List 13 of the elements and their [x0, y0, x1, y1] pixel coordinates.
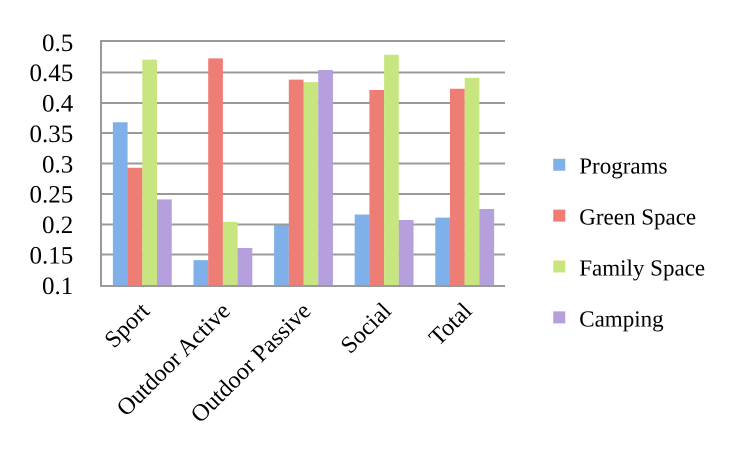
legend-label: Programs — [579, 154, 668, 179]
y-tick-label: 0.2 — [42, 212, 74, 239]
y-tick-label: 0.4 — [42, 90, 74, 118]
y-tick-label: 0.45 — [30, 60, 74, 88]
legend-label: Family Space — [579, 255, 706, 280]
legend-label: Green Space — [579, 204, 696, 230]
y-tick-label: 0.1 — [42, 272, 74, 300]
y-tick-label: 0.15 — [30, 242, 74, 270]
y-tick-label: 0.3 — [42, 151, 74, 178]
legend-label: Camping — [579, 306, 664, 332]
y-tick-label: 0.5 — [42, 30, 74, 57]
y-tick-label: 0.35 — [30, 120, 74, 148]
y-tick-label: 0.25 — [30, 182, 74, 209]
